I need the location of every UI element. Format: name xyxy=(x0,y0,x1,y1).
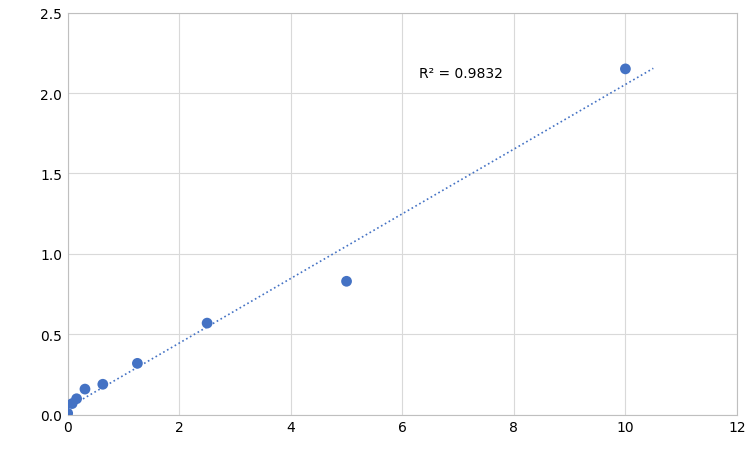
Point xyxy=(71,395,83,402)
Point xyxy=(97,381,109,388)
Point xyxy=(201,320,213,327)
Point xyxy=(66,400,78,407)
Point xyxy=(132,360,144,367)
Point xyxy=(341,278,353,285)
Point xyxy=(620,66,632,74)
Point xyxy=(62,410,74,417)
Point xyxy=(79,386,91,393)
Text: R² = 0.9832: R² = 0.9832 xyxy=(419,67,503,81)
